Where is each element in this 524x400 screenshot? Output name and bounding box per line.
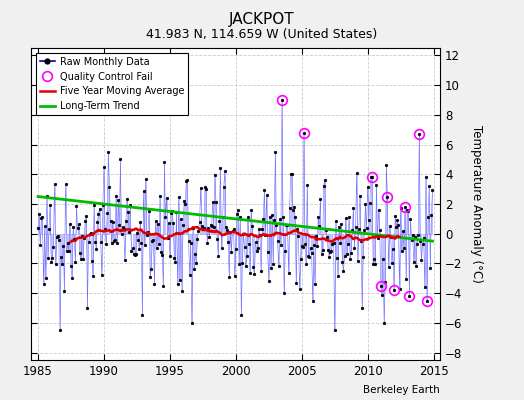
Y-axis label: Temperature Anomaly (°C): Temperature Anomaly (°C) <box>470 125 483 283</box>
Text: Berkeley Earth: Berkeley Earth <box>364 385 440 395</box>
Text: JACKPOT: JACKPOT <box>229 12 295 27</box>
Text: 41.983 N, 114.659 W (United States): 41.983 N, 114.659 W (United States) <box>146 28 378 41</box>
Legend: Raw Monthly Data, Quality Control Fail, Five Year Moving Average, Long-Term Tren: Raw Monthly Data, Quality Control Fail, … <box>36 53 188 115</box>
